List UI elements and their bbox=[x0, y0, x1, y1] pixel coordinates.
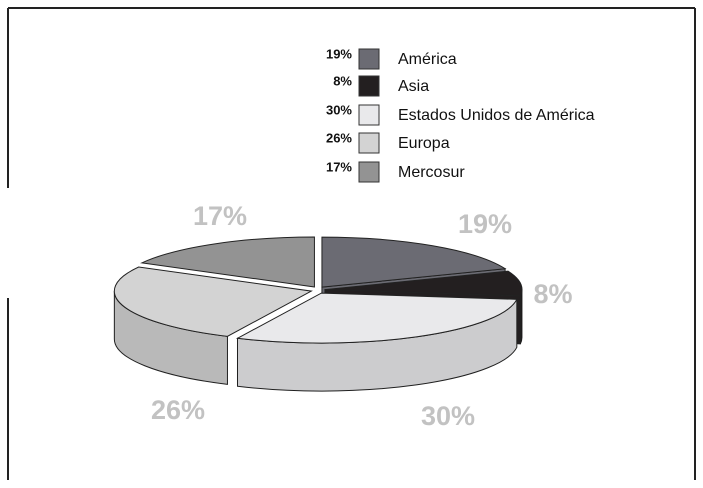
legend-label: Mercosur bbox=[398, 164, 465, 181]
legend-swatch bbox=[358, 75, 380, 97]
frame bbox=[7, 7, 696, 480]
data-label: 26% bbox=[151, 395, 205, 425]
slice-side-shade bbox=[237, 299, 517, 392]
legend-label: Europa bbox=[398, 135, 450, 152]
slice bbox=[140, 236, 315, 288]
legend-label: Asia bbox=[398, 78, 429, 95]
data-label: 8% bbox=[533, 279, 572, 309]
legend-label: Estados Unidos de América bbox=[398, 107, 595, 124]
legend-swatch bbox=[358, 161, 380, 183]
slice bbox=[235, 292, 518, 344]
data-label: 19% bbox=[458, 209, 512, 239]
legend-percent: 8% bbox=[333, 73, 352, 88]
legend-swatch bbox=[358, 104, 380, 126]
legend-swatch bbox=[358, 132, 380, 154]
slice bbox=[321, 236, 507, 288]
data-label: 30% bbox=[421, 401, 475, 431]
legend-swatch bbox=[358, 48, 380, 70]
legend-percent: 17% bbox=[326, 159, 352, 174]
legend-percent: 30% bbox=[326, 102, 352, 117]
legend-label: América bbox=[398, 51, 457, 68]
legend-percent: 26% bbox=[326, 130, 352, 145]
data-label: 17% bbox=[193, 201, 247, 231]
slice bbox=[113, 266, 313, 337]
legend-percent: 19% bbox=[326, 46, 352, 61]
slice-side-shade bbox=[114, 291, 228, 385]
slice bbox=[324, 270, 523, 297]
